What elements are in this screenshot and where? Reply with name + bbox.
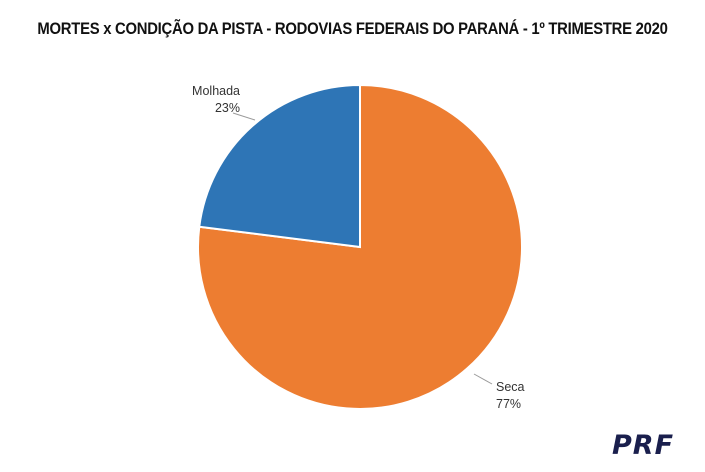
pie-slices <box>197 83 524 410</box>
slice-label-molhada: Molhada <box>192 84 240 98</box>
slice-labels: Seca 77% Molhada 23% <box>192 84 524 411</box>
leader-line-molhada <box>232 112 256 121</box>
leader-line-seca <box>473 373 493 385</box>
slice-label-seca: Seca <box>496 380 525 394</box>
slice-value-seca: 77% <box>496 397 521 411</box>
slice-value-molhada: 23% <box>215 101 240 115</box>
leader-lines <box>232 112 493 385</box>
pie-slice-molhada <box>198 83 361 249</box>
prf-logo: PRF <box>612 430 675 461</box>
chart-title: MORTES x CONDIÇÃO DA PISTA - RODOVIAS FE… <box>37 20 668 38</box>
